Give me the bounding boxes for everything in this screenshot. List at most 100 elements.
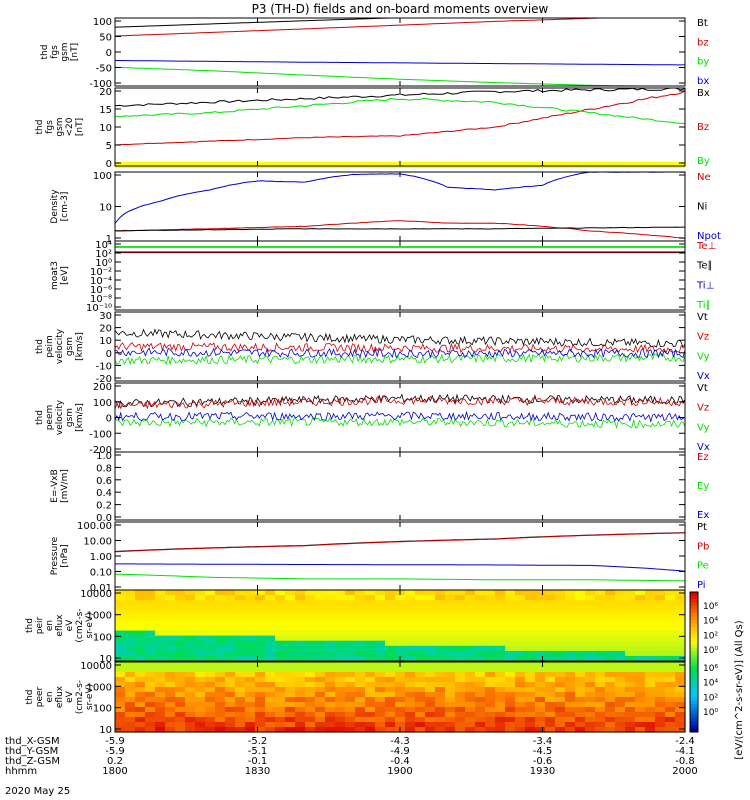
spectrogram-cell <box>235 635 246 642</box>
spectrogram-cell <box>415 645 426 652</box>
spectrogram-cell <box>555 620 566 627</box>
spectrogram-cell <box>545 600 556 606</box>
spectrogram-cell <box>425 697 436 703</box>
spectrogram-cell <box>475 595 486 601</box>
spectrogram-cell <box>235 595 246 601</box>
spectrogram-cell <box>335 707 346 713</box>
spectrogram-cell <box>455 692 466 698</box>
spectrogram-cell <box>535 722 546 728</box>
spectrogram-cell <box>595 722 606 728</box>
spectrogram-cell <box>205 655 216 662</box>
colorbar-tick: 10⁰ <box>703 708 718 718</box>
date-label: 2020 May 25 <box>5 786 70 797</box>
spectrogram-cell <box>545 615 556 622</box>
spectrogram-cell <box>435 595 446 601</box>
spectrogram-cell <box>555 707 566 713</box>
spectrogram-cell <box>165 672 176 678</box>
ylabel-line: thd <box>35 339 45 354</box>
spectrogram-cell <box>475 610 486 616</box>
spectrogram-cell <box>305 702 316 708</box>
spectrogram-cell <box>345 722 356 728</box>
spectrogram-cell <box>155 590 166 596</box>
spectrogram-cell <box>375 692 386 698</box>
spectrogram-cell <box>605 672 616 678</box>
spectrogram-cell <box>425 672 436 678</box>
spectrogram-cell <box>505 702 516 708</box>
spectrogram-cell <box>415 717 426 723</box>
spectrogram-cell <box>615 667 626 673</box>
ylabel-line: peim <box>45 335 55 358</box>
spectrogram-cell <box>365 630 376 637</box>
spectrogram-cell <box>575 630 586 637</box>
spectrogram-cell <box>135 635 146 642</box>
spectrogram-cell <box>255 712 266 718</box>
spectrogram-cell <box>375 595 386 601</box>
spectrogram-cell <box>175 697 186 703</box>
spectrogram-cell <box>645 667 656 673</box>
spectrogram-cell <box>315 630 326 637</box>
spectrogram-cell <box>225 707 236 713</box>
spectrogram-cell <box>355 645 366 652</box>
spectrogram-cell <box>505 605 516 611</box>
ylabel-line: [km/s] <box>75 332 85 361</box>
spectrogram-cell <box>515 610 526 616</box>
spectrogram-cell <box>655 722 666 728</box>
spectrogram-cell <box>375 605 386 611</box>
spectrogram-cell <box>325 702 336 708</box>
spectrogram-cell <box>565 600 576 606</box>
spectrogram-cell <box>585 672 596 678</box>
spectrogram-cell <box>515 662 526 668</box>
spectrogram-cell <box>325 610 336 616</box>
spectrogram-cell <box>415 605 426 611</box>
spectrogram-cell <box>165 682 176 688</box>
spectrogram-cell <box>125 610 136 616</box>
spectrogram-cell <box>635 722 646 728</box>
spectrogram-cell <box>675 595 686 601</box>
spectrogram-cell <box>645 620 656 627</box>
spectrogram-cell <box>275 610 286 616</box>
spectrogram-cell <box>305 590 316 596</box>
spectrogram-cell <box>325 712 336 718</box>
spectrogram-cell <box>625 595 636 601</box>
spectrogram-cell <box>605 727 616 733</box>
spectrogram-cell <box>295 672 306 678</box>
spectrogram-cell <box>635 727 646 733</box>
spectrogram-cell <box>655 712 666 718</box>
spectrogram-cell <box>185 702 196 708</box>
spectrogram-cell <box>515 640 526 647</box>
spectrogram-cell <box>595 727 606 733</box>
ylabel-line: [eV] <box>60 266 70 285</box>
spectrogram-cell <box>505 697 516 703</box>
spectrogram-cell <box>505 615 516 622</box>
spectrogram-cell <box>365 712 376 718</box>
colorbar-cell <box>690 700 698 705</box>
spectrogram-cell <box>525 667 536 673</box>
spectrogram-cell <box>375 610 386 616</box>
spectrogram-cell <box>475 702 486 708</box>
legend-entry: Pi <box>697 580 706 591</box>
spectrogram-cell <box>475 600 486 606</box>
spectrogram-cell <box>445 615 456 622</box>
ytick-label: 0 <box>106 159 112 170</box>
spectrogram-cell <box>655 640 666 647</box>
spectrogram-cell <box>175 600 186 606</box>
spectrogram-cell <box>475 672 486 678</box>
spectrogram-cell <box>125 600 136 606</box>
legend-entry: bx <box>697 76 709 87</box>
spectrogram-cell <box>335 722 346 728</box>
ytick-label: 50 <box>99 33 112 44</box>
spectrogram-cell <box>185 640 196 647</box>
spectrogram-cell <box>145 727 156 733</box>
ephemeris-value: 1830 <box>245 766 270 777</box>
colorbar-cell <box>690 630 698 635</box>
spectrogram-cell <box>615 677 626 683</box>
colorbar-tick: 10⁶ <box>703 602 718 612</box>
spectrogram-cell <box>675 677 686 683</box>
spectrogram-cell <box>345 635 356 642</box>
spectrogram-cell <box>255 635 266 642</box>
ylabel-line: [km/s] <box>75 403 85 432</box>
spectrogram-cell <box>505 625 516 632</box>
spectrogram-cell <box>175 650 186 657</box>
spectrogram-cell <box>215 640 226 647</box>
spectrogram-cell <box>645 650 656 657</box>
